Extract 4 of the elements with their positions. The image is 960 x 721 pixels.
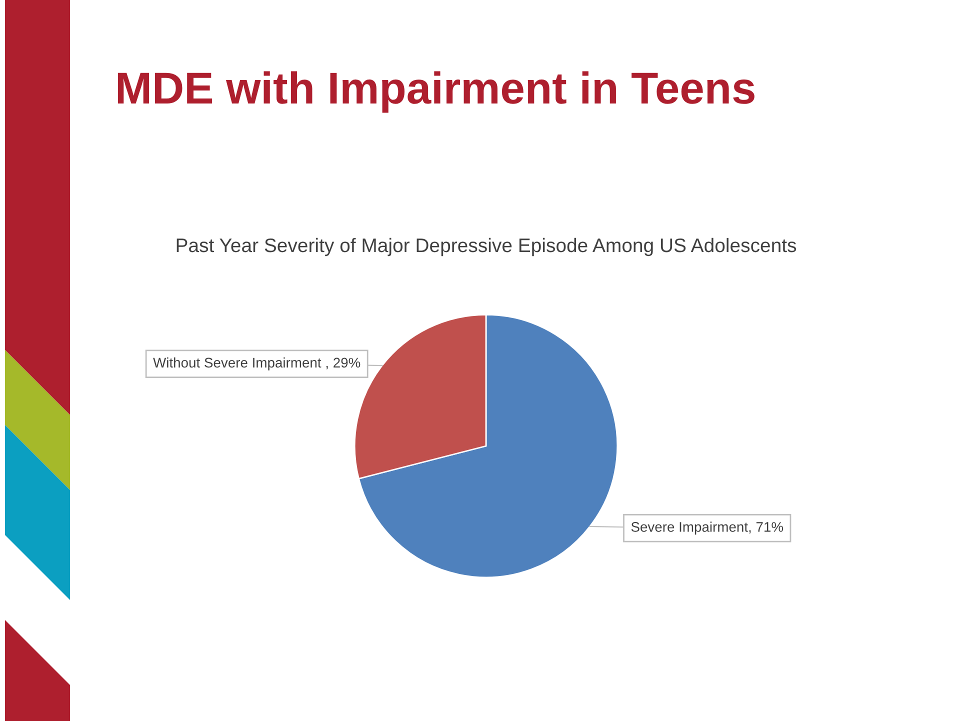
chart-title: MDE with Impairment in Teens [118,71,754,113]
slice-label: Severe Impairment, 71% [631,522,784,535]
slice-label: Without Severe Impairment , 29% [153,357,360,370]
chart-subtitle: Past Year Severity of Major Depressive Episode Among US Adolescents [176,238,796,256]
